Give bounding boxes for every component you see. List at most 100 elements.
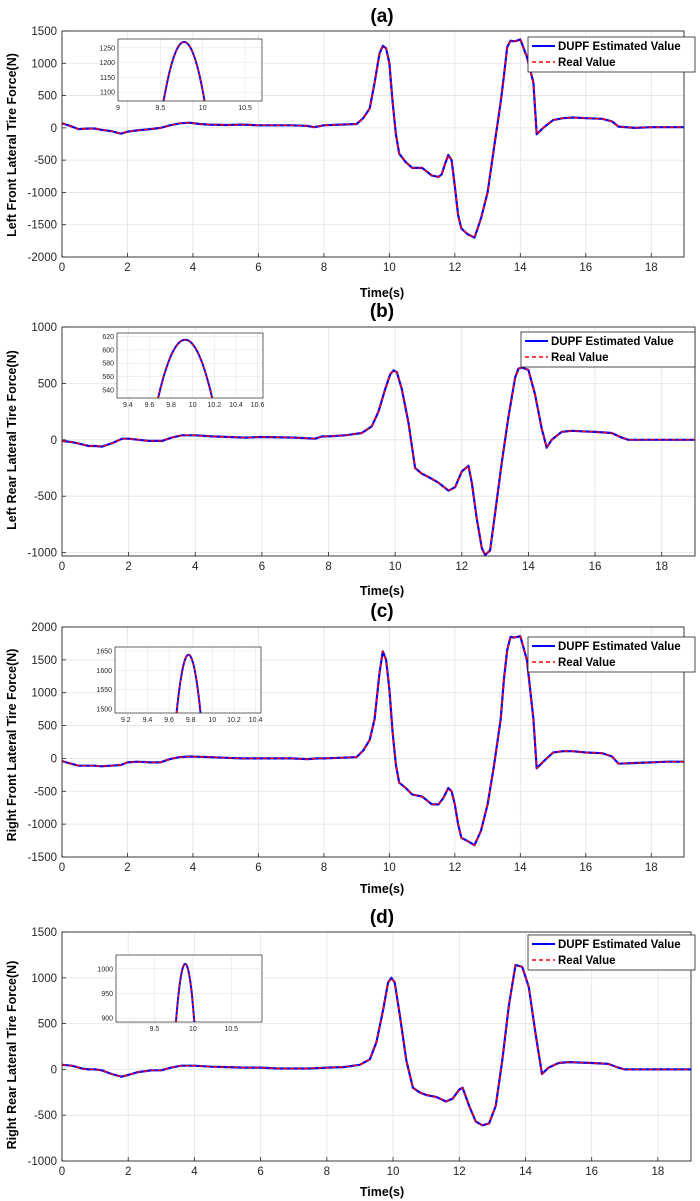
y-axis-label: Left Front Lateral Tire Force(N) — [5, 53, 19, 237]
inset-axes-box — [117, 38, 263, 102]
inset-x-tick-label: 9.8 — [166, 402, 176, 409]
inset-x-tick-label: 9.5 — [150, 1026, 160, 1033]
legend-label-real: Real Value — [551, 352, 609, 364]
legend-label-real: Real Value — [558, 657, 616, 669]
inset-x-tick-label: 10 — [199, 105, 207, 112]
x-tick-label: 10 — [387, 1166, 400, 1178]
inset-y-tick-label: 1600 — [96, 668, 112, 675]
y-tick-label: -500 — [34, 1110, 57, 1122]
legend-label-estimated: DUPF Estimated Value — [558, 41, 681, 53]
axes-box — [61, 931, 692, 1162]
panel-c: (c) Time(s) Right Front Lateral Tire For… — [5, 601, 696, 896]
x-tick-label: 6 — [259, 561, 265, 573]
chart-title: (d) — [370, 907, 394, 928]
y-tick-label: 0 — [51, 1064, 57, 1076]
legend-box — [527, 36, 696, 73]
y-tick-label: 500 — [38, 721, 57, 733]
inset-x-tick-label: 9.4 — [123, 402, 133, 409]
inset-axes-box — [116, 332, 264, 399]
y-tick-label: -1000 — [28, 1156, 57, 1168]
y-tick-label: 1000 — [31, 322, 57, 334]
x-tick-label: 14 — [519, 1166, 532, 1178]
inset-axes-box — [114, 646, 262, 714]
inset-x-tick-label: 10.2 — [208, 402, 222, 409]
y-tick-label: -1500 — [28, 220, 57, 232]
x-tick-label: 14 — [522, 561, 535, 573]
y-tick-label: -1000 — [28, 819, 57, 831]
x-tick-label: 6 — [257, 1166, 263, 1178]
inset-plot-area — [116, 955, 262, 1022]
x-tick-label: 16 — [589, 561, 602, 573]
y-tick-label: 0 — [51, 123, 57, 135]
inset-x-tick-label: 10.2 — [227, 717, 241, 724]
inset-series-real — [175, 654, 202, 713]
inset-plot-area — [117, 333, 263, 398]
x-tick-label: 0 — [59, 1166, 65, 1178]
y-tick-label: 0 — [51, 753, 57, 765]
x-tick-label: 16 — [585, 1166, 598, 1178]
x-tick-label: 12 — [453, 1166, 466, 1178]
legend: DUPF Estimated Value Real Value — [520, 331, 696, 368]
y-tick-label: 1000 — [31, 688, 57, 700]
x-axis-label: Time(s) — [360, 286, 404, 300]
inset-axes-box — [115, 954, 263, 1023]
inset-series-real — [157, 339, 213, 398]
y-tick-label: -1500 — [28, 852, 57, 864]
legend-label-estimated: DUPF Estimated Value — [551, 336, 674, 348]
y-tick-label: -500 — [34, 155, 57, 167]
y-tick-label: 1000 — [31, 973, 57, 985]
inset-y-tick-label: 950 — [101, 991, 113, 998]
y-tick-label: 0 — [51, 435, 57, 447]
inset-y-tick-label: 1250 — [99, 45, 115, 52]
legend: DUPF Estimated Value Real Value — [527, 36, 696, 73]
x-tick-label: 14 — [514, 862, 527, 874]
y-tick-label: -500 — [34, 786, 57, 798]
panel-b: (b) Time(s) Left Rear Lateral Tire Force… — [5, 301, 696, 598]
inset-plot-area — [118, 39, 262, 101]
y-tick-label: 500 — [38, 91, 57, 103]
inset-x-tick-label: 9.6 — [164, 717, 174, 724]
inset-y-tick-label: 1500 — [96, 707, 112, 714]
x-tick-label: 6 — [255, 262, 261, 274]
inset-y-tick-label: 600 — [102, 347, 114, 354]
x-tick-label: 0 — [59, 561, 65, 573]
inset-x-tick-label: 10.5 — [238, 105, 252, 112]
x-tick-label: 2 — [125, 561, 131, 573]
series-line-real — [61, 366, 695, 556]
legend-box — [527, 934, 696, 971]
x-tick-label: 4 — [191, 1166, 198, 1178]
inset-x-tick-label: 10 — [208, 717, 216, 724]
legend-label-real: Real Value — [558, 955, 616, 967]
x-tick-label: 12 — [448, 862, 461, 874]
x-tick-label: 8 — [325, 561, 331, 573]
y-axis-label: Left Rear Lateral Tire Force(N) — [5, 350, 19, 530]
series-line-real — [61, 38, 684, 239]
x-tick-label: 2 — [125, 1166, 131, 1178]
x-tick-label: 18 — [651, 1166, 664, 1178]
inset-y-tick-label: 900 — [101, 1016, 113, 1023]
inset-x-tick-label: 9.6 — [145, 402, 155, 409]
x-tick-label: 12 — [448, 262, 461, 274]
inset-y-tick-label: 620 — [102, 334, 114, 341]
inset-x-tick-label: 9 — [116, 105, 120, 112]
y-tick-label: -2000 — [28, 252, 57, 264]
x-tick-label: 18 — [645, 862, 658, 874]
panel-d: (d) Time(s) Right Rear Lateral Tire Forc… — [5, 907, 696, 1199]
y-tick-label: -1000 — [28, 548, 57, 560]
y-tick-label: 1000 — [31, 58, 57, 70]
x-tick-label: 0 — [59, 262, 65, 274]
inset-y-tick-label: 1650 — [96, 648, 112, 655]
inset-x-tick-label: 10.4 — [249, 717, 263, 724]
inset-y-tick-label: 580 — [102, 361, 114, 368]
inset-y-tick-label: 1200 — [99, 60, 115, 67]
inset-x-tick-label: 10 — [189, 402, 197, 409]
y-tick-label: -500 — [34, 491, 57, 503]
inset-y-tick-label: 560 — [102, 374, 114, 381]
legend-box — [520, 331, 696, 368]
x-axis-label: Time(s) — [360, 1185, 404, 1199]
inset-series-real — [175, 963, 195, 1022]
x-tick-label: 18 — [655, 561, 668, 573]
x-axis-label: Time(s) — [360, 882, 404, 896]
x-tick-label: 18 — [645, 262, 658, 274]
inset-x-tick-label: 10.5 — [224, 1026, 238, 1033]
